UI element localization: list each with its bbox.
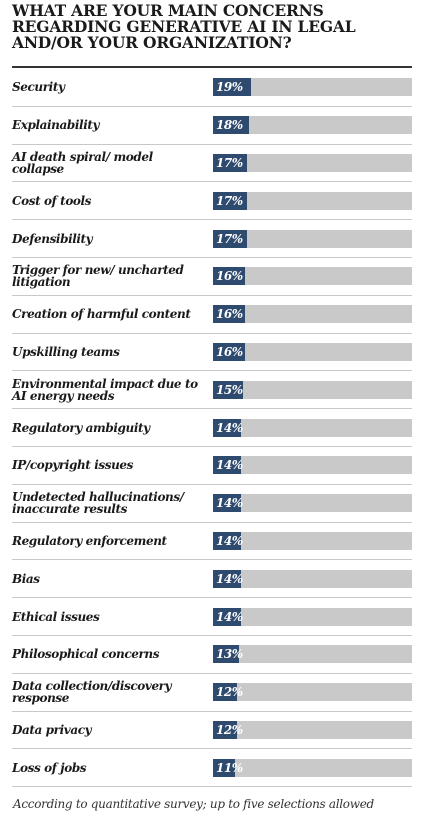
bar-track: 17%	[213, 153, 412, 172]
bar-track: 16%	[213, 342, 412, 361]
category-label: Undetected hallucinations/ inaccurate re…	[12, 490, 184, 517]
value-label: 16%	[216, 344, 243, 359]
value-label: 11%	[216, 760, 243, 775]
bar	[213, 494, 241, 513]
bar	[213, 531, 241, 550]
bar-row: Loss of jobs 11%	[12, 749, 412, 788]
bar-track: 16%	[213, 305, 412, 324]
category-label: Ethical issues	[12, 609, 100, 624]
bar-track: 12%	[213, 720, 412, 739]
value-label: 14%	[216, 420, 243, 435]
category-label: Explainability	[12, 118, 100, 133]
category-label: AI death spiral/ model collapse	[12, 149, 153, 176]
bar-row: Data collection/discovery response 12%	[12, 674, 412, 712]
bar-track: 14%	[213, 418, 412, 437]
category-label: Bias	[12, 571, 40, 586]
bar-row: Environmental impact due to AI energy ne…	[12, 371, 412, 410]
category-label: Defensibility	[12, 231, 93, 246]
value-label: 19%	[216, 80, 243, 95]
category-label: Upskilling teams	[12, 344, 120, 359]
bar	[213, 116, 249, 135]
bar-row: Defensibility 17%	[12, 220, 412, 258]
value-label: 16%	[216, 307, 243, 322]
bar-row: Upskilling teams 16%	[12, 334, 412, 372]
category-label: Creation of harmful content	[12, 307, 191, 322]
bar	[213, 380, 243, 399]
bar-row: Philosophical concerns 13%	[12, 636, 412, 674]
bar-track: 13%	[213, 645, 412, 664]
bar-chart: Security 19% Explainability 18% AI death spi…	[12, 69, 412, 788]
category-label: Regulatory ambiguity	[12, 420, 150, 435]
bar-track: 15%	[213, 380, 412, 399]
bar-row: Trigger for new/ uncharted litigation 16%	[12, 258, 412, 296]
bar-row: IP/copyright issues 14%	[12, 447, 412, 485]
bar-row: Creation of harmful content 16%	[12, 296, 412, 334]
bar	[213, 758, 235, 777]
value-label: 17%	[216, 155, 243, 170]
category-label: Environmental impact due to AI energy ne…	[12, 376, 198, 403]
bar-track: 14%	[213, 607, 412, 626]
bar	[213, 305, 245, 324]
bar	[213, 683, 237, 702]
bar-track: 18%	[213, 116, 412, 135]
value-label: 17%	[216, 231, 243, 246]
bar-track: 16%	[213, 267, 412, 286]
value-label: 15%	[216, 382, 243, 397]
bar	[213, 78, 251, 97]
bar-row: Security 19%	[12, 69, 412, 107]
bar-track: 14%	[213, 456, 412, 475]
category-label: Data collection/discovery response	[12, 679, 172, 706]
value-label: 17%	[216, 193, 243, 208]
bar	[213, 607, 241, 626]
bar	[213, 153, 247, 172]
bar-row: Undetected hallucinations/ inaccurate re…	[12, 485, 412, 523]
category-label: Cost of tools	[12, 193, 92, 208]
bar	[213, 645, 239, 664]
value-label: 18%	[216, 118, 243, 133]
bar-track: 11%	[213, 758, 412, 777]
bar-track: 14%	[213, 531, 412, 550]
value-label: 12%	[216, 722, 243, 737]
bar-track: 14%	[213, 494, 412, 513]
bar	[213, 569, 241, 588]
category-label: Regulatory enforcement	[12, 533, 167, 548]
value-label: 13%	[216, 647, 243, 662]
bar-track: 17%	[213, 191, 412, 210]
category-label: Philosophical concerns	[12, 647, 160, 662]
bar-row: Ethical issues 14%	[12, 598, 412, 636]
value-label: 14%	[216, 609, 243, 624]
value-label: 12%	[216, 685, 243, 700]
bar-row: Cost of tools 17%	[12, 182, 412, 221]
bar-row: Explainability 18%	[12, 107, 412, 145]
category-label: Trigger for new/ uncharted litigation	[12, 263, 184, 290]
bar	[213, 267, 245, 286]
bar	[213, 418, 241, 437]
value-label: 14%	[216, 533, 243, 548]
bar-row: Bias 14%	[12, 560, 412, 599]
bar-row: Regulatory ambiguity 14%	[12, 409, 412, 447]
category-label: Data privacy	[12, 722, 92, 737]
bar-track: 12%	[213, 683, 412, 702]
bar-track: 14%	[213, 569, 412, 588]
bar-row: Data privacy 12%	[12, 712, 412, 750]
bar-track: 17%	[213, 229, 412, 248]
category-label: Security	[12, 80, 65, 95]
title-divider	[12, 66, 412, 68]
value-label: 14%	[216, 496, 243, 511]
bar	[213, 456, 241, 475]
value-label: 16%	[216, 269, 243, 284]
bar-track: 19%	[213, 78, 412, 97]
chart-title: WHAT ARE YOUR MAIN CONCERNS REGARDING GE…	[12, 1, 356, 52]
bar-row: Regulatory enforcement 14%	[12, 523, 412, 561]
category-label: IP/copyright issues	[12, 458, 133, 473]
category-label: Loss of jobs	[12, 760, 87, 775]
value-label: 14%	[216, 458, 243, 473]
bar-row: AI death spiral/ model collapse 17%	[12, 145, 412, 183]
bar	[213, 191, 247, 210]
value-label: 14%	[216, 571, 243, 586]
bar	[213, 342, 245, 361]
bar	[213, 229, 247, 248]
chart-footnote: According to quantitative survey; up to …	[13, 797, 374, 811]
bar	[213, 720, 237, 739]
